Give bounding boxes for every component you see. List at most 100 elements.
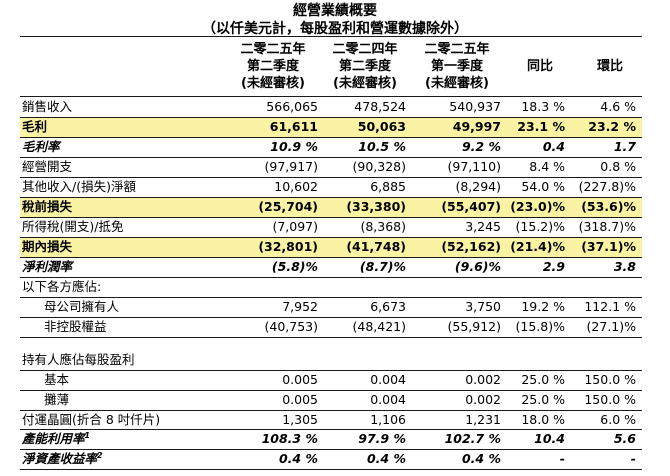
table-row-owners-of-parent: 母公司擁有人 7,952 6,673 3,750 19.2 % 112.1 % [20, 297, 642, 317]
row-rule [20, 217, 642, 218]
column-header-qoq: 環比 [596, 59, 623, 74]
cell: 112.1 % [584, 299, 636, 314]
row-label: 持有人應佔每股盈利 [22, 352, 135, 367]
cell: 0.002 [465, 392, 501, 407]
table-row-gross-profit: 毛利 61,611 50,063 49,997 23.1 % 23.2 % [20, 117, 642, 137]
cell: (55,912) [447, 319, 502, 334]
cell: 54.0 % [521, 179, 565, 194]
row-rule [20, 157, 642, 158]
cell: 0.4 % [278, 451, 318, 466]
row-label: 銷售收入 [22, 99, 73, 114]
row-label: 母公司擁有人 [44, 299, 120, 314]
cell: 1,231 [465, 412, 501, 427]
cell: (53.6)% [581, 199, 636, 214]
cell: (90,328) [352, 159, 407, 174]
table-row-operating-expenses: 經營開支 (97,917) (90,328) (97,110) 8.4 % 0.… [20, 157, 642, 177]
cell: 0.4 % [366, 451, 406, 466]
cell: (5.8)% [271, 259, 318, 274]
cell: 4.6 % [600, 99, 636, 114]
cell: 23.2 % [588, 119, 636, 134]
cell: 1,305 [282, 412, 318, 427]
cell: 0.8 % [600, 159, 636, 174]
row-rule [20, 429, 642, 430]
cell: 50,063 [357, 119, 406, 134]
row-rule [20, 117, 642, 118]
table-row-eps-basic: 基本 0.005 0.004 0.002 25.0 % 150.0 % [20, 370, 642, 390]
table-row-other-income: 其他收入/(損失)淨額 10,602 6,885 (8,294) 54.0 % … [20, 177, 642, 197]
row-rule [20, 277, 642, 278]
cell: 6,885 [370, 179, 406, 194]
cell: (41,748) [346, 239, 406, 254]
cell: 108.3 % [261, 431, 318, 446]
cell: (15.8)% [515, 319, 565, 334]
row-label: 稅前損失 [22, 199, 73, 214]
cell: 10.5 % [358, 139, 406, 154]
row-rule [20, 449, 642, 450]
cell: 49,997 [452, 119, 501, 134]
cell: (227.8)% [578, 179, 636, 194]
row-label: 其他收入/(損失)淨額 [22, 179, 136, 194]
cell: (32,801) [258, 239, 318, 254]
row-label: 淨資產收益率2 [22, 450, 103, 466]
row-label: 基本 [44, 372, 70, 387]
cell: 0.4 [542, 139, 565, 154]
cell: (48,421) [352, 319, 407, 334]
cell: (8,294) [455, 179, 501, 194]
cell: 102.7 % [444, 431, 501, 446]
cell: (37.1)% [581, 239, 636, 254]
table-row-wafer-shipments: 付運晶圓(折合 8 吋仟片) 1,305 1,106 1,231 18.0 % … [20, 410, 642, 430]
row-rule [20, 137, 642, 138]
row-label: 付運晶圓(折合 8 吋仟片) [22, 412, 161, 427]
cell: 2.9 [542, 259, 565, 274]
table-row-revenue: 銷售收入 566,065 478,524 540,937 18.3 % 4.6 … [20, 97, 642, 117]
cell: (9.6)% [454, 259, 501, 274]
cell: 6,673 [370, 299, 406, 314]
cell: 6.0 % [600, 412, 636, 427]
row-rule [20, 370, 642, 371]
cell: 150.0 % [584, 372, 636, 387]
table-row-loss-for-period: 期內損失 (32,801) (41,748) (52,162) (21.4)% … [20, 237, 642, 257]
cell: 7,952 [282, 299, 318, 314]
cell: (25,704) [258, 199, 318, 214]
cell: 1,106 [370, 412, 406, 427]
cell: (97,110) [447, 159, 502, 174]
cell: 0.4 % [461, 451, 501, 466]
cell: (15.2)% [515, 219, 565, 234]
footnote-mark: 2 [97, 450, 103, 460]
row-label: 期內損失 [22, 239, 73, 254]
cell: (8.7)% [359, 259, 406, 274]
cell: (21.4)% [510, 239, 565, 254]
cell: 10.4 [534, 431, 565, 446]
cell: 566,065 [266, 99, 318, 114]
cell: 0.005 [282, 372, 318, 387]
cell: 97.9 % [358, 431, 406, 446]
row-label: 經營開支 [22, 159, 73, 174]
cell: (23.0)% [510, 199, 565, 214]
cell: (7,097) [272, 219, 318, 234]
cell: - [559, 451, 565, 466]
row-label: 產能利用率1 [22, 430, 91, 446]
cell: 9.2 % [461, 139, 501, 154]
bottom-rule [20, 469, 642, 470]
cell: 0.005 [282, 392, 318, 407]
row-rule [20, 390, 642, 391]
row-rule [20, 410, 642, 411]
table-row-non-controlling: 非控股權益 (40,753) (48,421) (55,912) (15.8)%… [20, 317, 642, 337]
header-rule [20, 96, 642, 97]
cell: (55,407) [441, 199, 501, 214]
row-label: 毛利率 [22, 139, 60, 154]
row-label: 毛利 [22, 119, 48, 134]
footnote-mark: 1 [84, 430, 91, 440]
row-label: 非控股權益 [44, 319, 107, 334]
row-rule [20, 237, 642, 238]
row-rule [20, 317, 642, 318]
cell: 3.8 [613, 259, 636, 274]
row-rule [20, 257, 642, 258]
column-header-yoy: 同比 [526, 59, 553, 74]
cell: (33,380) [346, 199, 406, 214]
cell: 478,524 [354, 99, 406, 114]
page-subtitle: （以仟美元計，每股盈利和營運數據除外） [202, 21, 468, 37]
cell: 1.7 [613, 139, 636, 154]
cell: - [630, 451, 636, 466]
cell: (40,753) [264, 319, 319, 334]
